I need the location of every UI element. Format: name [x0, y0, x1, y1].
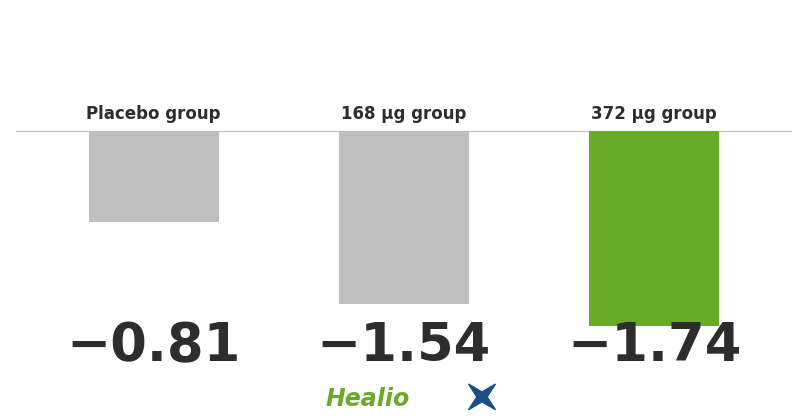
Text: −1.74: −1.74 [567, 320, 742, 373]
Bar [590, 131, 719, 326]
Text: 372 μg group: 372 μg group [591, 105, 717, 123]
Text: Least square mean change in CSS from baseline to week 4: Least square mean change in CSS from bas… [55, 23, 745, 42]
Text: Placebo group: Placebo group [86, 105, 221, 123]
Text: −1.54: −1.54 [317, 320, 491, 373]
Bar [89, 131, 218, 222]
Text: −0.81: −0.81 [66, 320, 241, 373]
Bar [339, 131, 469, 304]
Text: 168 μg group: 168 μg group [342, 105, 466, 123]
Text: Healio: Healio [326, 387, 410, 411]
Polygon shape [469, 384, 495, 410]
